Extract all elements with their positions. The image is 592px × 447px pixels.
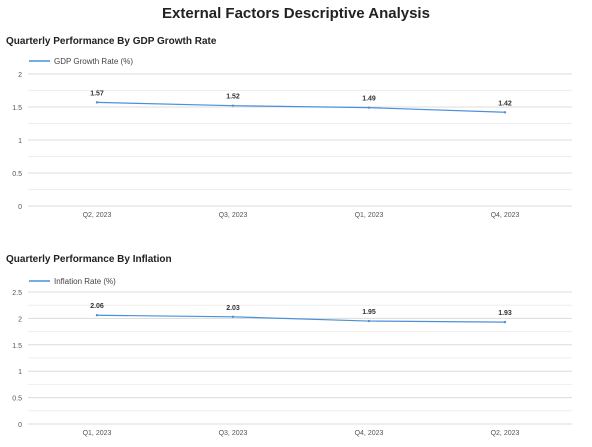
data-point — [367, 319, 371, 323]
data-point — [503, 111, 507, 114]
data-label: 1.52 — [226, 94, 240, 101]
x-tick-label: Q4, 2023 — [355, 430, 384, 437]
y-tick-label: 1.5 — [12, 105, 22, 112]
y-tick-label: 0.5 — [12, 171, 22, 178]
y-tick-label: 2.5 — [12, 290, 22, 297]
legend-label: GDP Growth Rate (%) — [54, 57, 133, 66]
data-point — [503, 320, 507, 324]
x-tick-label: Q2, 2023 — [83, 212, 112, 219]
x-tick-label: Q3, 2023 — [219, 212, 248, 219]
data-point — [95, 101, 99, 104]
series-line — [96, 101, 506, 113]
x-tick-label: Q2, 2023 — [491, 430, 520, 437]
data-label: 1.57 — [90, 90, 104, 97]
series-line — [96, 314, 506, 323]
y-tick-label: 2 — [18, 316, 22, 323]
y-tick-label: 0.5 — [12, 396, 22, 403]
data-point — [231, 315, 235, 319]
y-tick-label: 0 — [18, 204, 22, 211]
data-label: 1.95 — [362, 309, 376, 316]
gdp-chart-title: Quarterly Performance By GDP Growth Rate — [6, 36, 217, 47]
data-label: 2.06 — [90, 303, 104, 310]
data-point — [231, 104, 235, 107]
y-tick-label: 0 — [18, 422, 22, 429]
y-tick-label: 1 — [18, 369, 22, 376]
data-label: 1.49 — [362, 96, 376, 103]
x-tick-label: Q3, 2023 — [219, 430, 248, 437]
data-point — [95, 314, 99, 317]
data-label: 1.42 — [498, 100, 512, 107]
x-tick-label: Q1, 2023 — [83, 430, 112, 437]
inflation-chart: 0 0.5 1 1.5 2 2.5 Q1, 2023 Q3, 2023 Q4, 2023 Q2, … — [12, 277, 572, 437]
y-tick-label: 1.5 — [12, 343, 22, 350]
y-tick-label: 2 — [18, 72, 22, 79]
x-tick-label: Q4, 2023 — [491, 212, 520, 219]
data-point — [367, 106, 371, 109]
page-title: External Factors Descriptive Analysis — [162, 5, 430, 22]
x-tick-label: Q1, 2023 — [355, 212, 384, 219]
data-label: 2.03 — [226, 305, 240, 312]
data-label: 1.93 — [498, 310, 512, 317]
inflation-chart-title: Quarterly Performance By Inflation — [6, 254, 172, 265]
legend-label: Inflation Rate (%) — [54, 277, 116, 286]
y-tick-label: 1 — [18, 138, 22, 145]
